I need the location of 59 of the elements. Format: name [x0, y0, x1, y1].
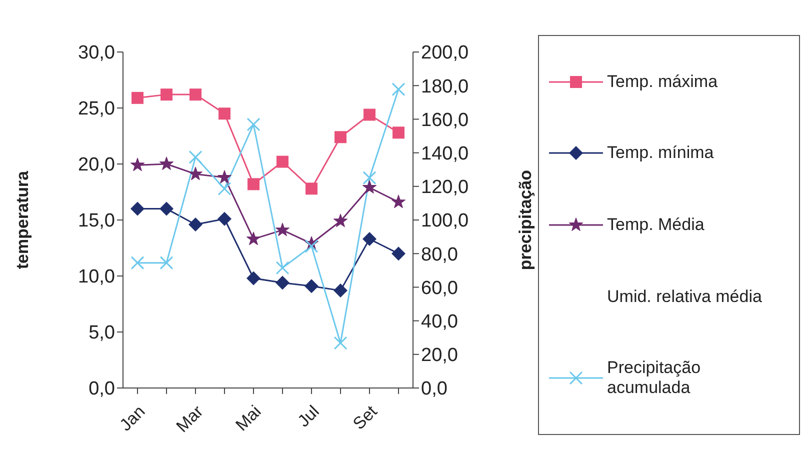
point [334, 284, 348, 298]
point [334, 214, 348, 228]
point [248, 178, 260, 190]
point [364, 108, 376, 121]
y-tick-label: 5,0 [88, 322, 115, 344]
y2-tick-label: 180,0 [421, 76, 469, 98]
point [160, 156, 174, 170]
y2-tick-label: 200,0 [421, 42, 469, 64]
point [188, 166, 202, 180]
y-axis-title: temperatura [13, 170, 32, 270]
x-tick-label: Jul [294, 402, 323, 431]
point [130, 158, 144, 172]
y2-tick-label: 140,0 [421, 144, 469, 165]
point [276, 222, 290, 236]
y-tick-label: 25,0 [78, 98, 115, 120]
y2-tick-label: 120,0 [421, 177, 469, 198]
legend-label: Temp. mínima [607, 143, 715, 164]
point [218, 170, 232, 184]
y-tick-label: 0,0 [88, 378, 115, 400]
point [160, 202, 174, 216]
point [334, 131, 346, 144]
y-tick-label: 10,0 [78, 266, 115, 288]
point [306, 182, 318, 195]
point [304, 279, 318, 294]
x-tick-label: Mar [172, 402, 208, 436]
y2-tick-label: 60,0 [421, 278, 458, 299]
point [132, 92, 144, 104]
y2-tick-label: 20,0 [421, 345, 458, 366]
y-tick-label: 30,0 [78, 42, 115, 64]
y2-tick-label: 160,0 [421, 110, 469, 131]
point [276, 276, 290, 290]
y2-tick-label: 0,0 [421, 378, 448, 400]
point [246, 271, 260, 286]
point [160, 88, 172, 101]
text: Umid. relativa média [607, 286, 763, 307]
y2-tick-label: 100,0 [421, 210, 469, 232]
y2-axis-title: precipitação [516, 170, 536, 270]
point [188, 217, 202, 232]
point [276, 156, 288, 168]
point [362, 232, 376, 246]
x-tick-label: Set [349, 402, 381, 434]
point [392, 126, 404, 139]
point [218, 108, 230, 120]
y-tick-label: 15,0 [78, 210, 115, 232]
point [218, 212, 232, 226]
legend-label: Temp. Média [607, 214, 706, 235]
point [392, 194, 406, 208]
point [190, 88, 202, 101]
y2-tick-label: 40,0 [421, 312, 458, 333]
legend-label: Precipitação acumulada [607, 358, 702, 398]
point [362, 180, 376, 194]
legend-label: Temp. máxima [607, 72, 719, 92]
y2-tick-label: 80,0 [421, 244, 458, 266]
point [246, 232, 260, 246]
point [130, 202, 144, 216]
point [392, 246, 406, 261]
y-tick-label: 20,0 [78, 154, 115, 176]
x-tick-label: Jan [116, 402, 149, 435]
x-tick-label: Mai [232, 402, 265, 435]
